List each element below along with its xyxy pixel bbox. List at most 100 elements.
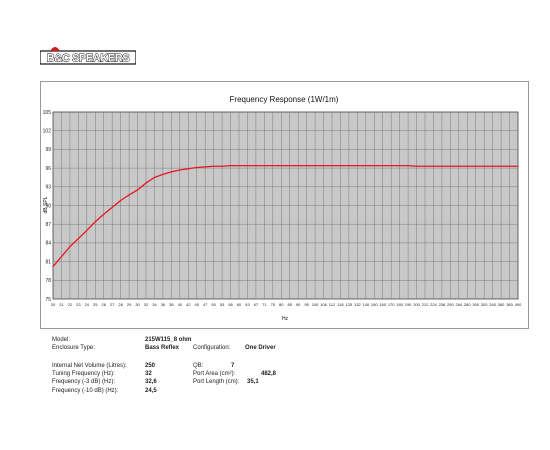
x-tick-label: 340 [489, 302, 496, 307]
x-tick-label: 112 [329, 302, 336, 307]
y-tick-label: 102 [43, 129, 52, 135]
x-tick-label: 34 [152, 302, 157, 307]
x-tick-label: 100 [312, 302, 319, 307]
x-tick-label: 95 [304, 302, 309, 307]
x-tick-label: 60 [237, 302, 242, 307]
qb-value: 7 [231, 363, 235, 369]
x-tick-label: 264 [455, 302, 462, 307]
model-label: Model: [52, 337, 71, 343]
frequency-response-chart: Frequency Response (1W/1m) 7578818487909… [43, 95, 522, 322]
x-tick-label: 224 [430, 302, 437, 307]
x-tick-label: 28 [118, 302, 123, 307]
configuration-value: One Driver [245, 345, 276, 351]
x-tick-label: 50 [211, 302, 216, 307]
volume-value: 250 [145, 363, 156, 369]
qb-label: QB: [193, 363, 204, 369]
x-tick-label: 26 [102, 302, 107, 307]
y-tick-label: 78 [45, 278, 51, 284]
tuning-label: Tuning Frequency (Hz): [52, 371, 115, 377]
x-tick-label: 190 [405, 302, 412, 307]
logo-cap-icon [50, 47, 60, 51]
y-tick-label: 96 [45, 166, 51, 172]
y-tick-label: 84 [45, 241, 51, 247]
y-tick-label: 90 [45, 203, 51, 209]
f3-label: Frequency (-3 dB) (Hz): [52, 379, 116, 385]
y-tick-labels: 75 78 81 84 87 90 93 96 99 102 105 [43, 110, 52, 303]
grid [53, 112, 518, 299]
volume-label: Internal Net Volume (Litres): [52, 363, 127, 369]
x-tick-label: 30 [135, 302, 140, 307]
x-tick-label: 22 [68, 302, 73, 307]
x-tick-label: 63 [245, 302, 250, 307]
x-tick-label: 320 [481, 302, 488, 307]
x-tick-label: 85 [288, 302, 293, 307]
x-tick-label: 40 [178, 302, 183, 307]
y-axis-label: dB SPL [43, 196, 49, 213]
y-tick-label: 99 [45, 147, 51, 153]
y-tick-label: 105 [43, 110, 52, 116]
x-tick-label: 27 [110, 302, 115, 307]
x-tick-label: 36 [161, 302, 166, 307]
x-axis-label: Hz [282, 316, 289, 322]
x-tick-label: 170 [388, 302, 395, 307]
enclosure-label: Enclosure Type: [52, 345, 95, 351]
y-tick-label: 75 [45, 297, 51, 303]
x-tick-label: 45 [195, 302, 200, 307]
x-tick-label: 32 [144, 302, 149, 307]
y-tick-label: 93 [45, 185, 51, 191]
port-area-value: 482,8 [261, 371, 277, 377]
x-tick-labels: 20 21 22 23 24 25 26 27 28 29 30 32 34 36 38 40 42 45 47 50… [51, 302, 522, 307]
x-tick-label: 42 [186, 302, 191, 307]
y-tick-label: 81 [45, 259, 51, 265]
x-tick-label: 67 [254, 302, 259, 307]
x-tick-label: 23 [76, 302, 81, 307]
port-length-label: Port Length (cm): [193, 379, 240, 385]
x-tick-label: 360 [498, 302, 505, 307]
x-tick-label: 75 [271, 302, 276, 307]
x-tick-label: 20 [51, 302, 56, 307]
x-tick-label: 160 [379, 302, 386, 307]
x-tick-label: 250 [447, 302, 454, 307]
x-tick-label: 125 [346, 302, 353, 307]
x-tick-label: 21 [59, 302, 64, 307]
x-tick-label: 80 [279, 302, 284, 307]
f10-value: 24,5 [145, 388, 157, 394]
x-tick-label: 29 [127, 302, 132, 307]
x-tick-label: 118 [337, 302, 344, 307]
x-tick-label: 236 [439, 302, 446, 307]
configuration-label: Configuration: [193, 345, 231, 351]
f10-label: Frequency (-10 dB) (Hz): [52, 388, 119, 394]
tuning-value: 32 [145, 371, 152, 377]
x-tick-label: 180 [396, 302, 403, 307]
brand-logo: B&C SPEAKERS [40, 47, 136, 65]
y-tick-label: 87 [45, 222, 51, 228]
chart-frame: Frequency Response (1W/1m) 75 78 81 84 87 90 9… [40, 81, 529, 329]
x-tick-label: 300 [472, 302, 479, 307]
x-tick-label: 38 [169, 302, 174, 307]
x-tick-label: 106 [320, 302, 327, 307]
x-tick-label: 140 [362, 302, 369, 307]
chart-title: Frequency Response (1W/1m) [230, 95, 339, 104]
series-line [52, 164, 519, 268]
x-tick-label: 25 [93, 302, 98, 307]
x-tick-label: 400 [515, 302, 522, 307]
enclosure-value: Bass Reflex [145, 345, 180, 351]
f3-value: 32,6 [145, 379, 157, 385]
x-tick-label: 212 [422, 302, 429, 307]
x-tick-label: 53 [220, 302, 225, 307]
x-tick-label: 90 [296, 302, 301, 307]
x-tick-label: 150 [371, 302, 378, 307]
x-tick-label: 24 [85, 302, 90, 307]
port-length-value: 35,1 [247, 379, 259, 385]
x-tick-label: 132 [354, 302, 361, 307]
x-tick-label: 71 [262, 302, 267, 307]
series-lines [52, 164, 519, 268]
x-tick-label: 56 [228, 302, 233, 307]
x-tick-label: 200 [413, 302, 420, 307]
x-tick-label: 380 [506, 302, 513, 307]
model-value: 215W115_8 ohm [145, 337, 192, 343]
port-area-label: Port Area (cm²): [193, 371, 236, 377]
x-tick-label: 280 [464, 302, 471, 307]
logo-text: B&C SPEAKERS [47, 53, 130, 65]
x-tick-label: 47 [203, 302, 208, 307]
